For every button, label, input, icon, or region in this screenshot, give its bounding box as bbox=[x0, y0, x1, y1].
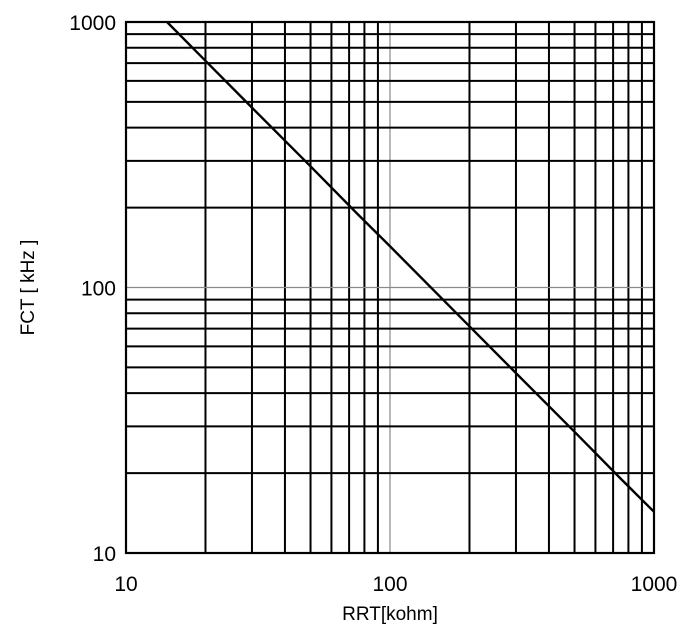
plot-frame bbox=[124, 20, 656, 555]
tick-labels: 10 100 1000 10 100 1000 bbox=[69, 12, 677, 596]
x-tick-label: 10 bbox=[114, 573, 137, 596]
series-layer bbox=[166, 21, 655, 513]
y-tick-label: 10 bbox=[93, 543, 116, 566]
series-line-0 bbox=[166, 21, 655, 513]
y-tick-label: 100 bbox=[81, 278, 116, 301]
y-tick-label: 1000 bbox=[69, 12, 116, 35]
y-axis-label: FCT [ kHz ] bbox=[18, 240, 39, 336]
x-tick-label: 1000 bbox=[631, 573, 678, 596]
x-axis-label: RRT[kohm] bbox=[342, 604, 438, 625]
x-tick-label: 100 bbox=[372, 573, 407, 596]
grid bbox=[126, 22, 654, 553]
